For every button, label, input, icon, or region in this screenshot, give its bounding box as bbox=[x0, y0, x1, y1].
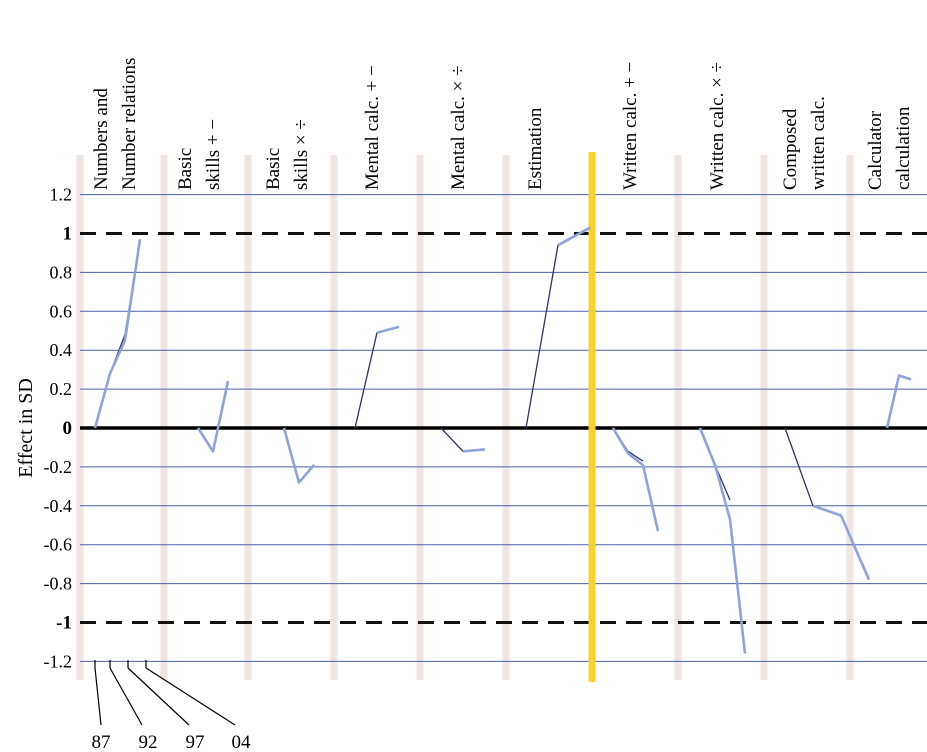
gridlines bbox=[80, 194, 927, 662]
y-tick-label: -1.2 bbox=[44, 651, 73, 671]
category-label: skills + − bbox=[203, 119, 224, 190]
series-line-light bbox=[698, 427, 747, 654]
category-label: Mental calc. × ÷ bbox=[448, 65, 469, 190]
year-label: 92 bbox=[139, 732, 158, 752]
y-axis-label: Effect in SD bbox=[15, 378, 37, 478]
category-separator bbox=[76, 155, 84, 680]
y-tick-label: 0.2 bbox=[50, 379, 73, 399]
year-label: 04 bbox=[232, 732, 252, 752]
year-leader-line bbox=[109, 667, 143, 726]
series-line-dark bbox=[612, 427, 644, 462]
series-line-light bbox=[462, 448, 486, 453]
category-labels: Numbers and Number relations Basic skills +… bbox=[91, 58, 914, 190]
category-separator bbox=[160, 155, 168, 680]
series-line-dark bbox=[354, 326, 400, 429]
y-tick-label: -0.6 bbox=[44, 535, 73, 555]
category-separator bbox=[502, 155, 510, 680]
y-tick-label: 0.4 bbox=[50, 340, 73, 360]
y-tick-label: 0 bbox=[63, 418, 73, 439]
category-label: Composed bbox=[780, 108, 801, 190]
category-label: Numbers and bbox=[91, 88, 112, 190]
series-line-light bbox=[611, 427, 660, 532]
category-label: skills × ÷ bbox=[291, 119, 312, 190]
category-separator bbox=[674, 155, 682, 680]
year-label: 87 bbox=[92, 732, 111, 752]
year-labels: 87 92 97 04 bbox=[92, 660, 252, 752]
category-label: calculation bbox=[893, 106, 914, 190]
year-label: 97 bbox=[186, 732, 205, 752]
series-line-dark bbox=[784, 427, 842, 517]
y-tick-label: -0.2 bbox=[44, 457, 73, 477]
y-tick-label: 0.6 bbox=[50, 301, 73, 321]
yellow-divider bbox=[588, 152, 596, 682]
category-label: Number relations bbox=[119, 58, 140, 190]
category-label: Estimation bbox=[525, 107, 546, 190]
category-separator bbox=[416, 155, 424, 680]
year-leader-line bbox=[94, 667, 102, 726]
series-line-dark bbox=[197, 381, 229, 452]
reference-lines bbox=[80, 232, 927, 624]
category-label: Calculator bbox=[865, 110, 886, 190]
category-separator bbox=[760, 155, 768, 680]
category-label: Basic bbox=[263, 148, 284, 190]
category-separator bbox=[846, 155, 854, 680]
section-divider bbox=[588, 152, 596, 682]
series-line-light bbox=[282, 427, 315, 484]
series-line-dark bbox=[440, 427, 486, 452]
category-separator bbox=[244, 155, 252, 680]
category-label: Written calc. × ÷ bbox=[707, 62, 728, 190]
category-label: written calc. bbox=[808, 96, 829, 190]
series-line-light bbox=[812, 504, 871, 581]
y-tick-labels: 1.2 1 0.8 0.6 0.4 0.2 0 -0.2 -0.4 -0.6 -0.8 -1 -1.2 bbox=[44, 185, 73, 672]
category-separator bbox=[330, 155, 338, 680]
y-tick-label: -0.8 bbox=[44, 574, 73, 594]
y-tick-label: 0.8 bbox=[50, 262, 73, 282]
series-lines bbox=[93, 226, 912, 654]
series-line-dark bbox=[283, 427, 315, 484]
series-line-light bbox=[93, 239, 142, 429]
category-label: Mental calc. + − bbox=[362, 65, 383, 190]
series-line-light bbox=[196, 381, 230, 453]
y-tick-label: -0.4 bbox=[44, 496, 73, 516]
year-leader-line bbox=[127, 667, 190, 726]
y-tick-label: 1 bbox=[63, 224, 73, 245]
category-label: Basic bbox=[175, 148, 196, 190]
series-line-dark bbox=[525, 227, 591, 429]
series-line-light bbox=[885, 374, 912, 429]
series-line-light bbox=[557, 226, 591, 247]
category-label: Written calc. + − bbox=[620, 62, 641, 190]
y-tick-label: -1 bbox=[56, 613, 72, 634]
series-line-light bbox=[376, 325, 400, 334]
year-leader-line bbox=[145, 667, 236, 726]
series-line-dark bbox=[886, 374, 912, 429]
y-tick-label: 1.2 bbox=[50, 185, 73, 205]
